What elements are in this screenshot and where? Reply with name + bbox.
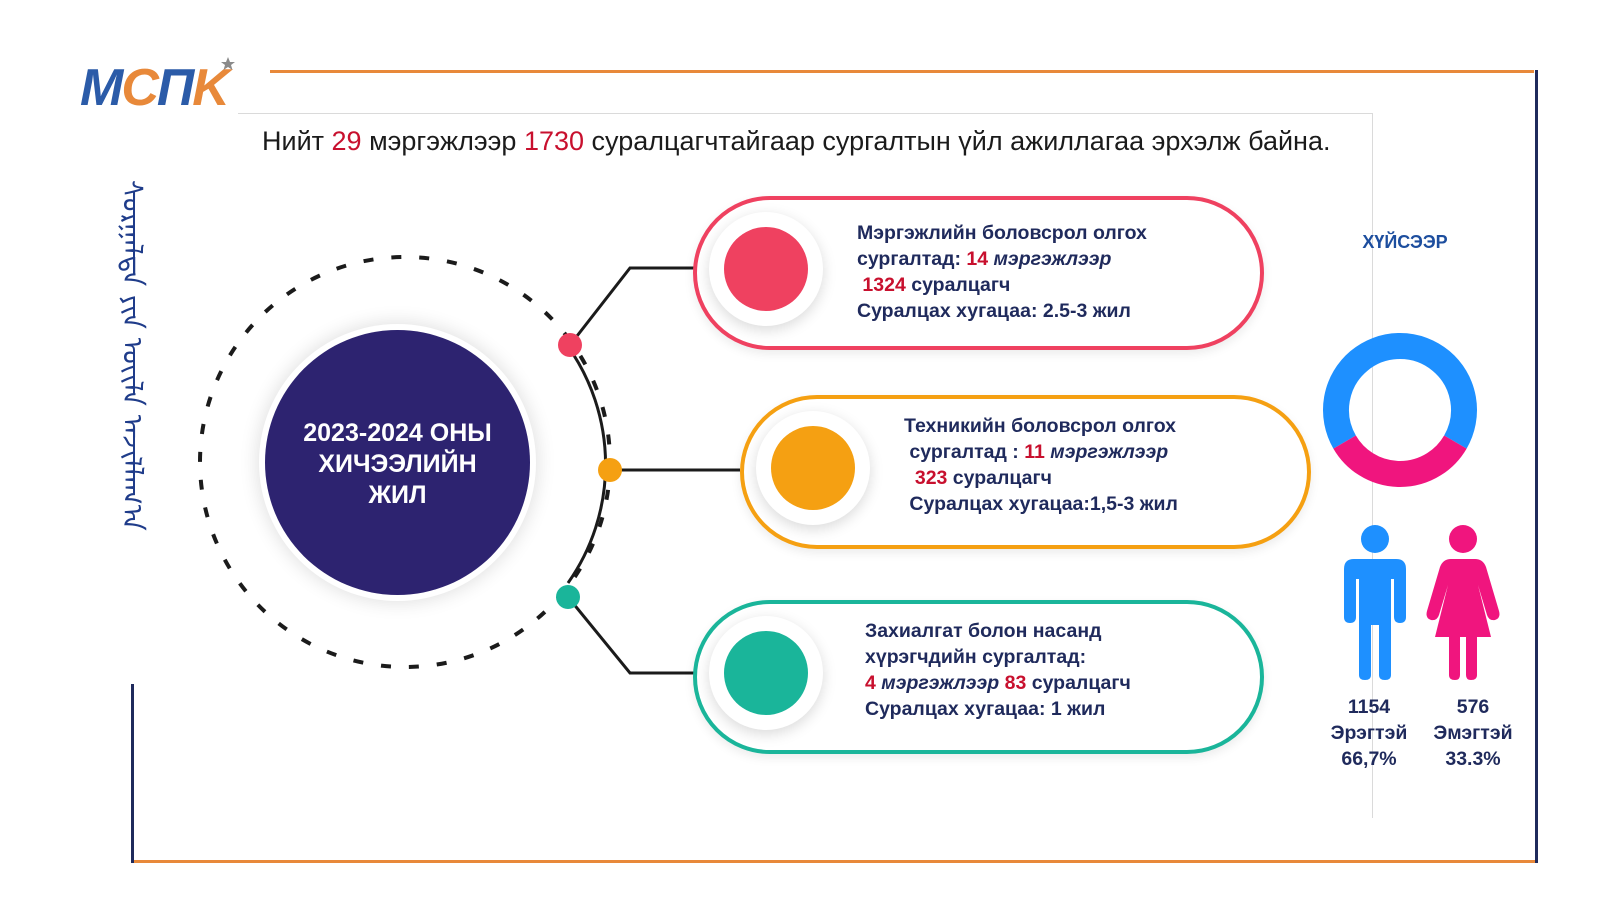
card-technical-text: Техникийн боловсрол олгох сургалтад : 11… [904, 415, 1178, 515]
center-year-label: 2023-2024 ОНЫ ХИЧЭЭЛИЙН ЖИЛ [303, 419, 492, 509]
female-label: Эмэгтэй [1433, 722, 1513, 744]
gender-donut-chart [1323, 333, 1477, 487]
logo-letter-k: K [192, 59, 230, 117]
card-adult: Захиалгат болон насанд хүрэгчдийн сургал… [693, 600, 1264, 754]
top-border-line [270, 70, 1534, 73]
donut-female-segment [1333, 435, 1467, 487]
card-vocational-dot [709, 212, 823, 326]
node-dot-teal [556, 585, 580, 609]
node-dot-orange [598, 458, 622, 482]
female-count: 576 [1456, 696, 1490, 718]
right-border-line [1535, 70, 1538, 863]
center-year-circle: 2023-2024 ОНЫ ХИЧЭЭЛИЙН ЖИЛ [265, 330, 530, 595]
logo-letter-m: M [80, 59, 123, 117]
inner-divider-top [238, 113, 1373, 114]
logo-letter-c: C [121, 59, 159, 117]
card-technical-dot [756, 411, 870, 525]
logo-star-icon [221, 57, 235, 70]
card-adult-dot [709, 616, 823, 730]
card-vocational-text: Мэргэжлийн боловсрол олгох сургалтад: 14… [857, 222, 1147, 322]
male-stat: 1154 Эрэгтэй 66,7% [1314, 694, 1424, 772]
female-stat: 576 Эмэгтэй 33.3% [1418, 694, 1528, 772]
logo-letter-p: П [156, 59, 194, 117]
card-technical: Техникийн боловсрол олгох сургалтад : 11… [740, 395, 1311, 549]
male-percent: 66,7% [1341, 748, 1397, 770]
gender-title: ХҮЙСЭЭР [1362, 232, 1448, 252]
headline: Нийт 29 мэргэжлээр 1730 суралцагчтайгаар… [262, 126, 1331, 156]
connector-line-1 [568, 266, 695, 346]
female-person-icon [1426, 525, 1500, 680]
logo: MCПK [80, 57, 235, 117]
connector-line-3 [566, 596, 695, 675]
card-adult-text: Захиалгат болон насанд хүрэгчдийн сургал… [865, 620, 1131, 720]
donut-male-segment [1323, 333, 1477, 449]
total-majors: 29 [331, 126, 362, 156]
left-border-line [131, 684, 134, 863]
node-dot-red [558, 333, 582, 357]
female-percent: 33.3% [1445, 748, 1501, 770]
bottom-border-line [133, 860, 1537, 863]
total-students: 1730 [523, 126, 585, 156]
male-label: Эрэгтэй [1330, 722, 1408, 744]
card-vocational: Мэргэжлийн боловсрол олгох сургалтад: 14… [693, 196, 1264, 350]
male-count: 1154 [1347, 696, 1391, 718]
male-person-icon [1344, 525, 1406, 680]
